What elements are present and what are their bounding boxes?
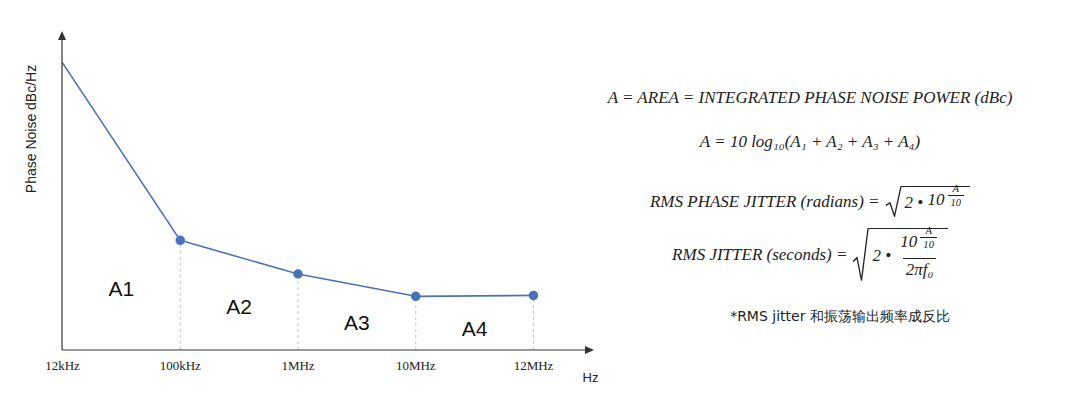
html-text:2πf₀: 2πf₀: [905, 260, 934, 279]
svg-text:A3: A3: [344, 311, 370, 334]
html-text:*RMS jitter 和振荡输出频率成反比: *RMS jitter 和振荡输出频率成反比: [730, 308, 950, 324]
svg-text:100kHz: 100kHz: [160, 358, 201, 373]
svg-text:Phase Noise dBc/Hz: Phase Noise dBc/Hz: [23, 65, 39, 193]
svg-text:A4: A4: [462, 317, 488, 340]
svg-text:A2: A2: [226, 295, 252, 318]
html-text:A = 10 log₁₀(A₁ + A₂ + A₃ + A₄: A = 10 log₁₀(A₁ + A₂ + A₃ + A₄): [699, 132, 921, 151]
html-text:RMS PHASE JITTER (radians) =: RMS PHASE JITTER (radians) =: [650, 191, 880, 211]
html-text:10: 10: [923, 238, 934, 250]
svg-text:Hz: Hz: [583, 370, 599, 385]
svg-text:A1: A1: [109, 277, 135, 300]
html-text:A: A: [925, 224, 932, 236]
svg-text:12MHz: 12MHz: [514, 358, 554, 373]
html-text:2 • 10: 2 • 10: [904, 190, 945, 212]
html-text:2 •: 2 •: [872, 246, 896, 265]
html-text:10: 10: [950, 196, 961, 208]
svg-text:1MHz: 1MHz: [281, 358, 314, 373]
html-text:A = AREA = INTEGRATED PHASE NO: A = AREA = INTEGRATED PHASE NOISE POWER …: [607, 88, 1013, 107]
svg-text:10MHz: 10MHz: [396, 358, 436, 373]
html-text:RMS JITTER (seconds) =: RMS JITTER (seconds) =: [672, 245, 848, 264]
html-text:10: 10: [900, 232, 918, 251]
html-text:A: A: [952, 182, 959, 194]
svg-text:12kHz: 12kHz: [45, 358, 80, 373]
